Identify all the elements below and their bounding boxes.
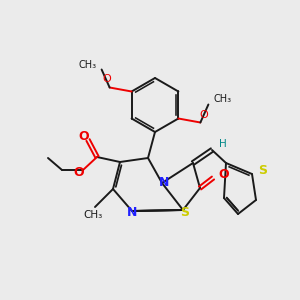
Text: O: O — [102, 74, 111, 83]
Text: O: O — [199, 110, 208, 119]
Text: O: O — [79, 130, 89, 142]
Text: O: O — [74, 167, 84, 179]
Text: CH₃: CH₃ — [83, 210, 103, 220]
Text: S: S — [181, 206, 190, 220]
Text: N: N — [159, 176, 169, 190]
Text: H: H — [219, 139, 227, 149]
Text: CH₃: CH₃ — [79, 59, 97, 70]
Text: CH₃: CH₃ — [213, 94, 232, 104]
Text: N: N — [127, 206, 137, 218]
Text: S: S — [258, 164, 267, 178]
Text: O: O — [218, 169, 229, 182]
